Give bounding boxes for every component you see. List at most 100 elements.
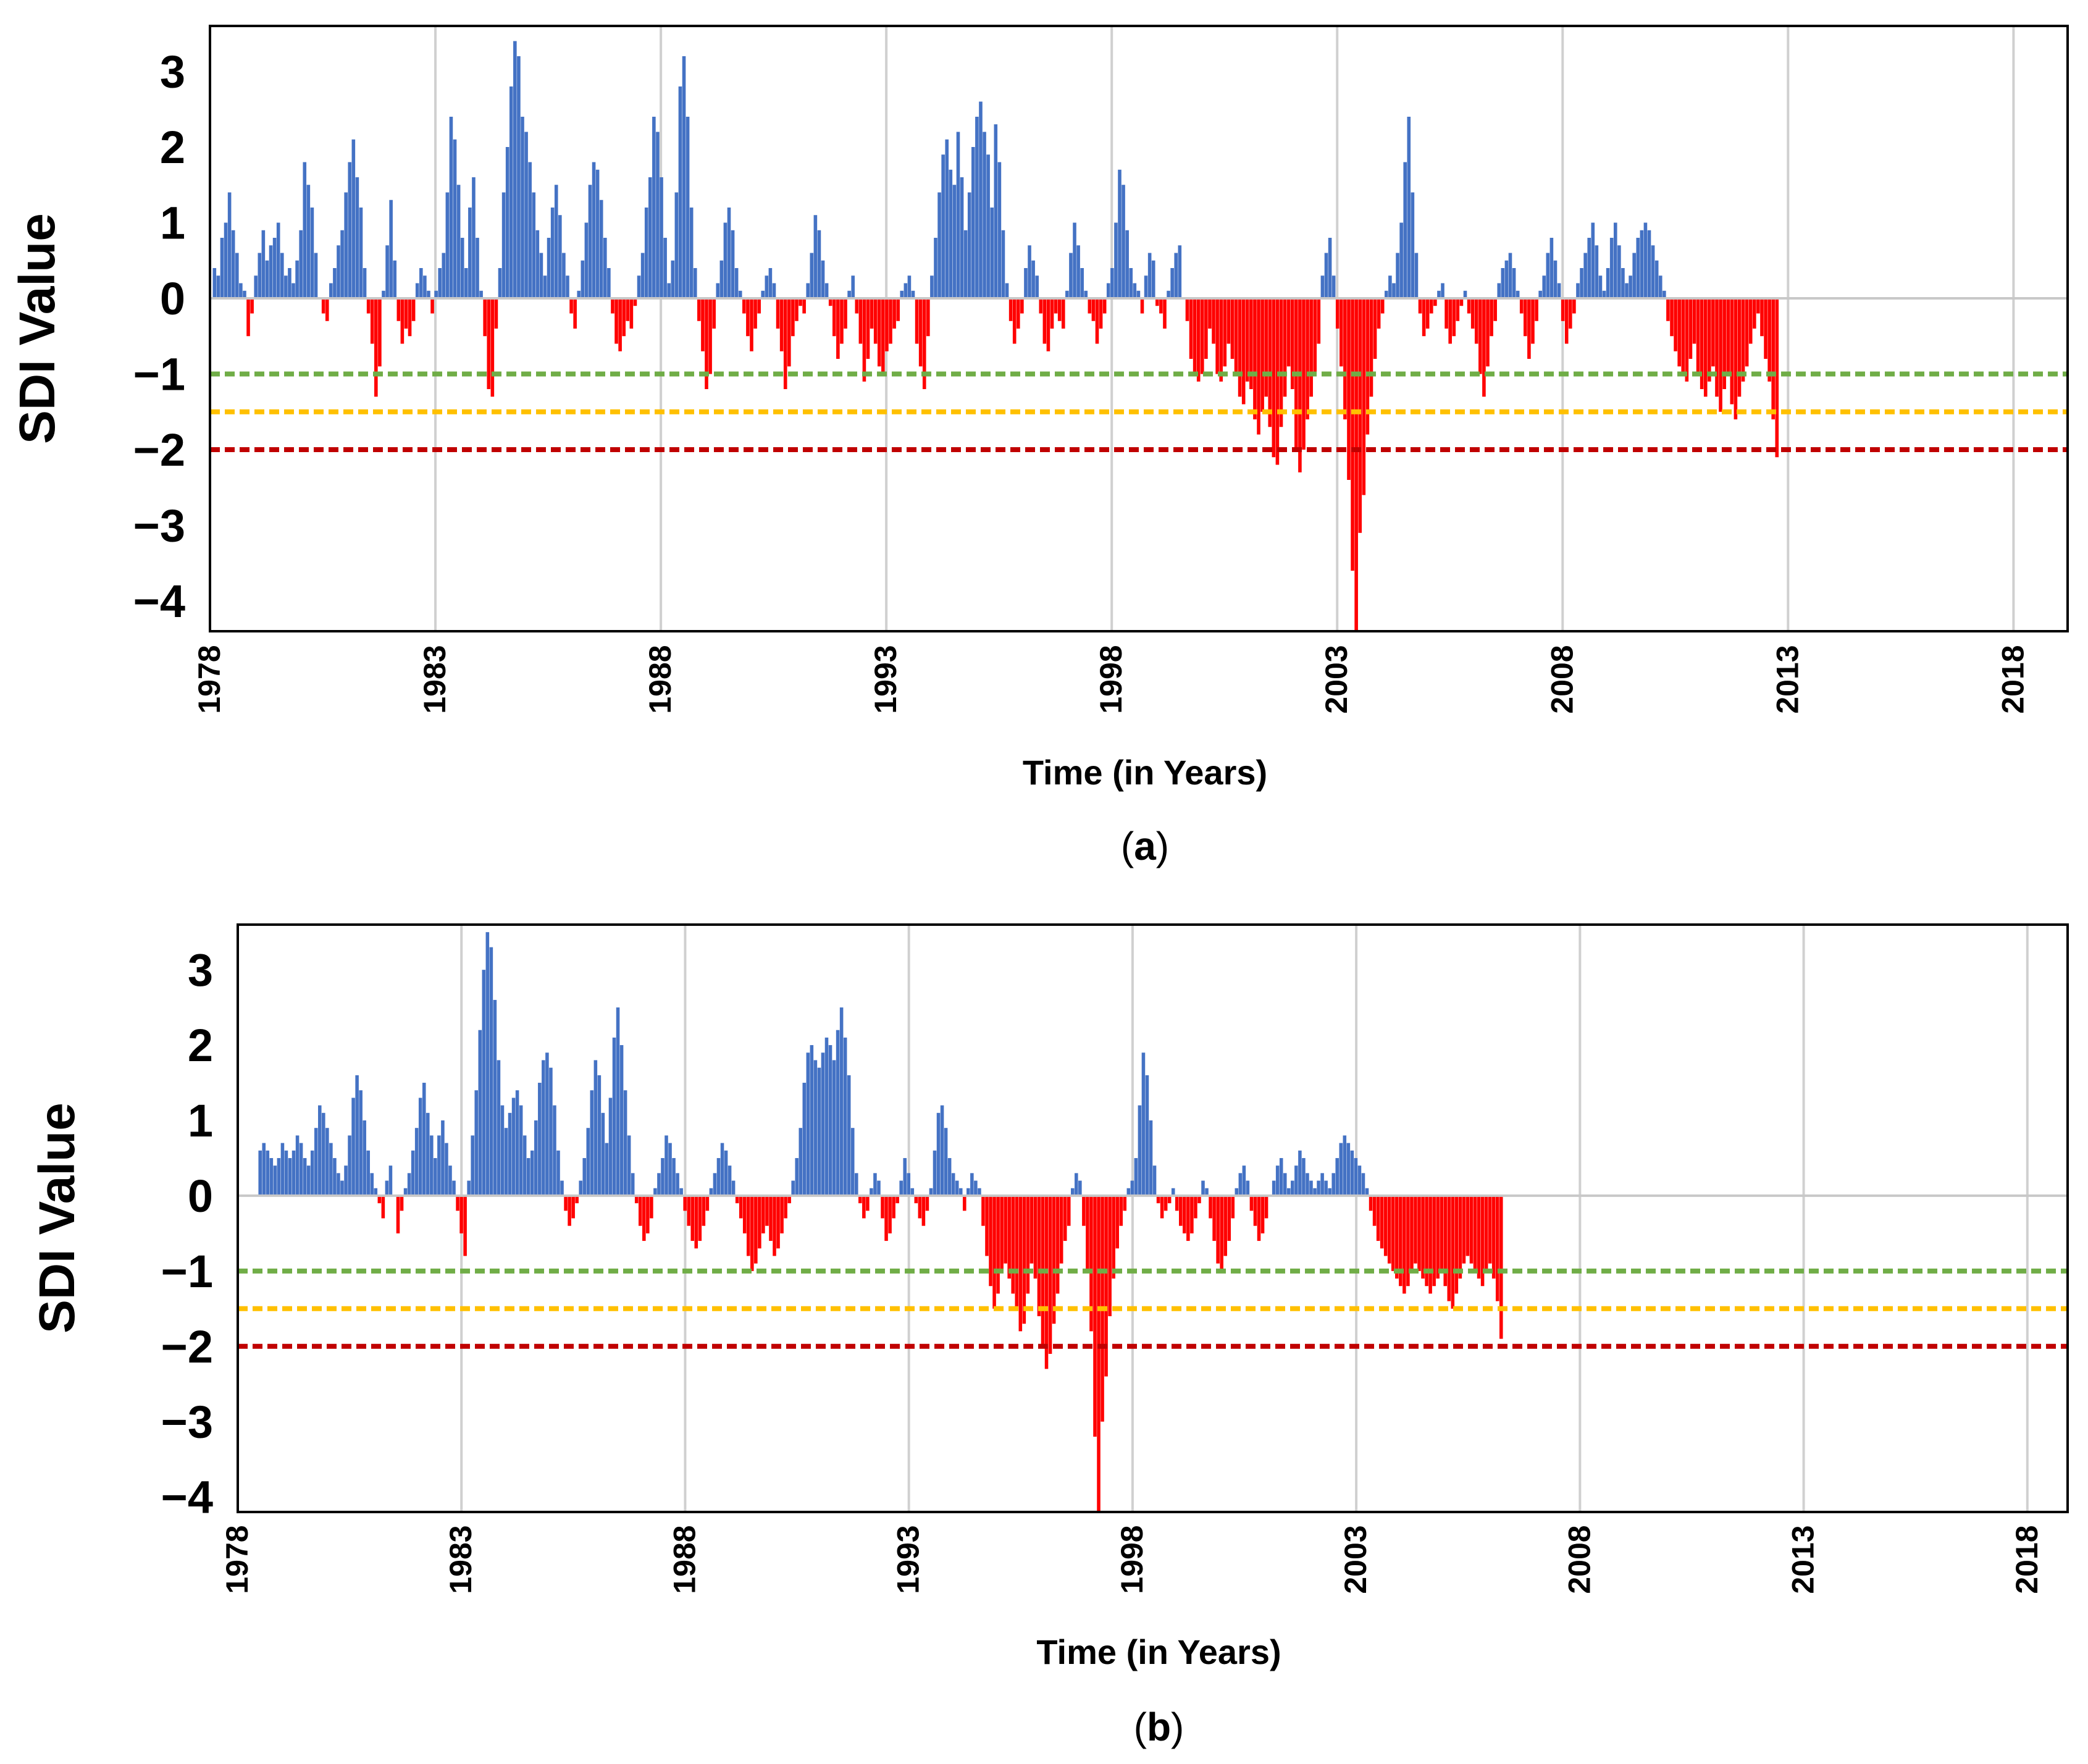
bar-b-19: [329, 1143, 333, 1196]
bar-a-378: [1632, 253, 1636, 298]
bar-a-375: [1621, 268, 1625, 298]
bar-b-186: [951, 1173, 955, 1196]
bar-a-266: [1212, 298, 1215, 344]
bar-b-285: [1320, 1173, 1324, 1196]
bar-b-267: [1253, 1195, 1257, 1226]
bar-a-325: [1433, 298, 1437, 306]
bar-b-228: [1108, 1195, 1112, 1316]
bar-b-98: [623, 1090, 627, 1196]
bar-b-298: [1369, 1195, 1373, 1211]
bar-a-369: [1598, 275, 1603, 298]
y-tick-label: −2: [133, 424, 185, 476]
bar-b-240: [1152, 1166, 1157, 1196]
bar-b-0: [258, 1150, 262, 1196]
bar-a-27: [314, 253, 318, 298]
bar-b-4: [273, 1166, 277, 1196]
bar-a-15: [269, 245, 273, 298]
bar-a-226: [1061, 298, 1065, 329]
bar-a-350: [1527, 298, 1531, 359]
bar-b-217: [1067, 1195, 1071, 1226]
bar-b-95: [612, 1037, 616, 1196]
bar-b-209: [1037, 1195, 1041, 1316]
bar-b-33: [381, 1195, 385, 1219]
bar-a-245: [1133, 283, 1137, 298]
bar-b-272: [1272, 1180, 1276, 1196]
x-tick-label-1988: 1988: [643, 645, 677, 713]
bar-b-108: [661, 1157, 665, 1196]
bar-a-103: [599, 200, 603, 298]
bar-b-125: [724, 1150, 728, 1196]
bar-a-320: [1414, 253, 1419, 298]
bar-a-225: [1057, 298, 1062, 321]
bar-a-346: [1512, 268, 1516, 298]
bar-a-68: [468, 208, 472, 298]
bar-b-190: [966, 1188, 970, 1196]
bar-b-194: [981, 1195, 985, 1226]
bar-a-51: [404, 298, 408, 329]
bar-b-204: [1018, 1195, 1023, 1332]
panel-caption: (b): [1134, 1705, 1184, 1749]
bar-b-141: [784, 1195, 787, 1219]
bar-b-155: [836, 1030, 840, 1196]
bar-b-154: [832, 1060, 836, 1196]
bar-b-37: [396, 1195, 400, 1233]
bar-b-274: [1279, 1157, 1283, 1196]
bar-a-45: [382, 290, 385, 298]
bar-b-104: [646, 1195, 650, 1233]
bar-b-116: [690, 1195, 695, 1241]
bar-a-53: [411, 298, 416, 321]
bar-b-57: [471, 1135, 474, 1196]
bar-a-372: [1609, 238, 1614, 298]
x-tick-label-2018: 2018: [1995, 645, 2030, 713]
bar-a-9: [246, 298, 250, 337]
bar-a-398: [1708, 298, 1711, 382]
bar-a-328: [1444, 298, 1448, 329]
bar-b-45: [426, 1112, 430, 1196]
y-tick-label: 3: [160, 46, 185, 98]
bar-b-128: [735, 1195, 739, 1204]
bar-a-115: [644, 208, 648, 298]
bar-b-162: [862, 1195, 866, 1219]
bar-a-374: [1617, 245, 1621, 298]
y-tick-label: −4: [161, 1472, 213, 1523]
bar-a-11: [254, 275, 258, 298]
bar-b-5: [277, 1157, 281, 1196]
bar-b-158: [847, 1075, 851, 1196]
bar-a-301: [1343, 298, 1347, 419]
bar-b-150: [817, 1067, 821, 1196]
bar-a-206: [986, 154, 990, 298]
bar-b-177: [918, 1195, 922, 1219]
bar-b-67: [508, 1112, 512, 1196]
bar-a-23: [299, 230, 303, 298]
bar-a-42: [370, 298, 374, 344]
bar-a-170: [851, 275, 855, 298]
bar-a-284: [1279, 298, 1283, 427]
bar-a-204: [979, 101, 983, 298]
bar-b-18: [325, 1128, 329, 1196]
bar-a-152: [783, 298, 787, 389]
x-tick-label-1988: 1988: [667, 1525, 702, 1594]
bar-a-100: [588, 185, 592, 298]
bar-a-279: [1260, 298, 1264, 412]
bar-a-87: [539, 253, 543, 298]
bar-a-273: [1238, 298, 1242, 397]
bar-a-307: [1365, 298, 1370, 435]
bar-a-208: [994, 124, 998, 298]
bar-a-49: [396, 298, 401, 321]
y-tick-label: 1: [160, 198, 185, 249]
bar-b-163: [866, 1195, 870, 1211]
x-axis-label: Time (in Years): [1023, 753, 1267, 792]
bar-a-294: [1317, 298, 1321, 344]
bar-b-291: [1343, 1135, 1347, 1196]
bar-a-119: [660, 177, 663, 298]
bar-a-18: [280, 253, 284, 298]
bar-b-208: [1033, 1195, 1038, 1279]
bar-a-82: [521, 117, 524, 298]
bar-a-161: [817, 230, 821, 298]
bar-a-274: [1241, 298, 1246, 405]
bar-a-240: [1114, 222, 1118, 298]
bar-a-386: [1662, 290, 1666, 298]
bar-b-27: [359, 1090, 363, 1196]
bar-b-212: [1048, 1195, 1052, 1354]
bar-a-282: [1272, 298, 1276, 458]
